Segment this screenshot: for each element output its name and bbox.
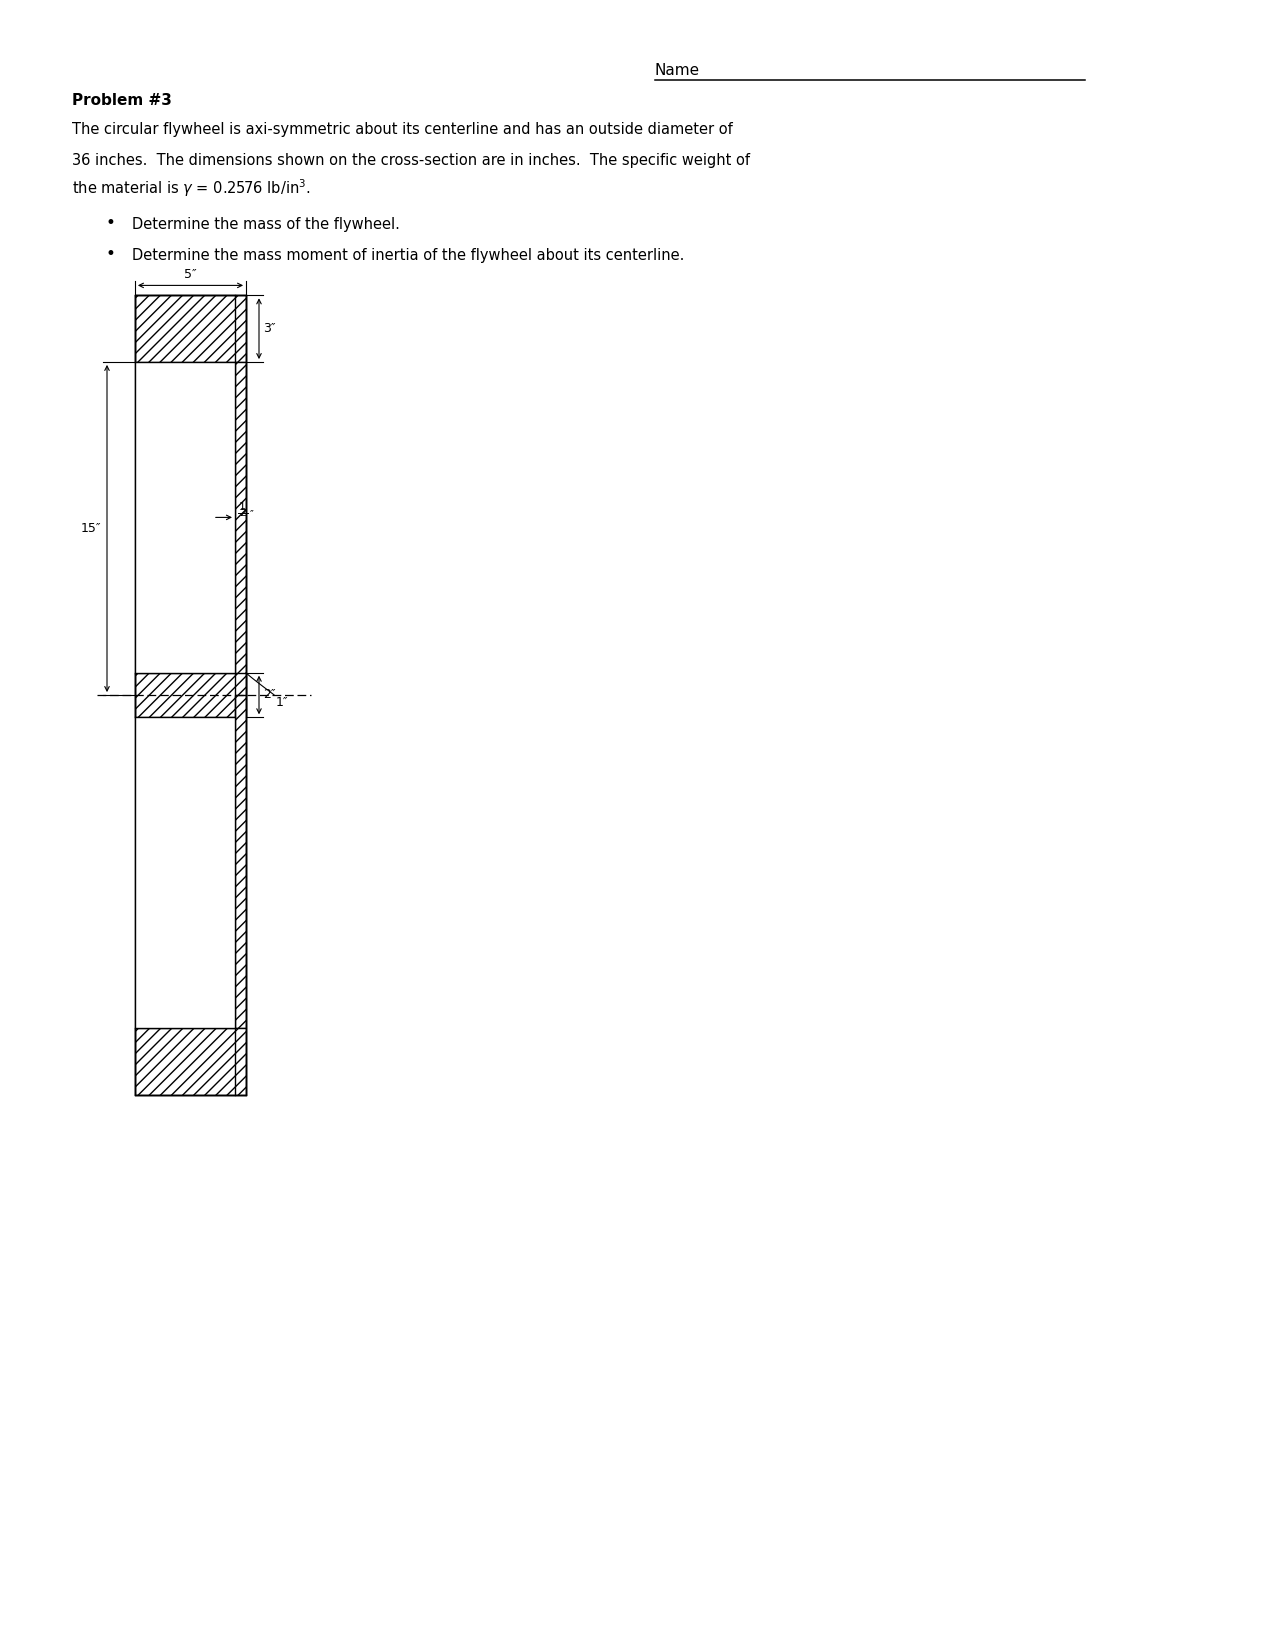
Text: Name: Name (655, 63, 700, 78)
Bar (235, 695, 246, 1028)
Text: 1″: 1″ (275, 696, 288, 710)
Text: The circular flywheel is axi-symmetric about its centerline and has an outside d: The circular flywheel is axi-symmetric a… (71, 122, 733, 137)
Text: ″: ″ (250, 510, 254, 520)
Text: Problem #3: Problem #3 (71, 92, 172, 107)
Text: 5″: 5″ (184, 269, 196, 282)
Bar (235, 361, 246, 695)
Text: the material is $\gamma$ = 0.2576 lb/in$^3$.: the material is $\gamma$ = 0.2576 lb/in$… (71, 177, 311, 200)
Text: 15″: 15″ (80, 521, 101, 535)
Text: 1: 1 (238, 502, 246, 512)
Text: 2″: 2″ (263, 688, 275, 701)
Text: Determine the mass of the flywheel.: Determine the mass of the flywheel. (133, 218, 400, 233)
Bar (135, 673, 246, 718)
Bar (135, 718, 235, 1028)
Bar (135, 295, 246, 1094)
Text: •: • (105, 244, 115, 262)
Bar (135, 295, 246, 361)
Text: 36 inches.  The dimensions shown on the cross-section are in inches.  The specif: 36 inches. The dimensions shown on the c… (71, 153, 750, 168)
Text: 3″: 3″ (263, 322, 275, 335)
Text: Determine the mass moment of inertia of the flywheel about its centerline.: Determine the mass moment of inertia of … (133, 248, 685, 262)
Bar (135, 361, 235, 673)
Text: 2: 2 (238, 508, 246, 518)
Text: •: • (105, 214, 115, 233)
Bar (135, 1028, 246, 1094)
